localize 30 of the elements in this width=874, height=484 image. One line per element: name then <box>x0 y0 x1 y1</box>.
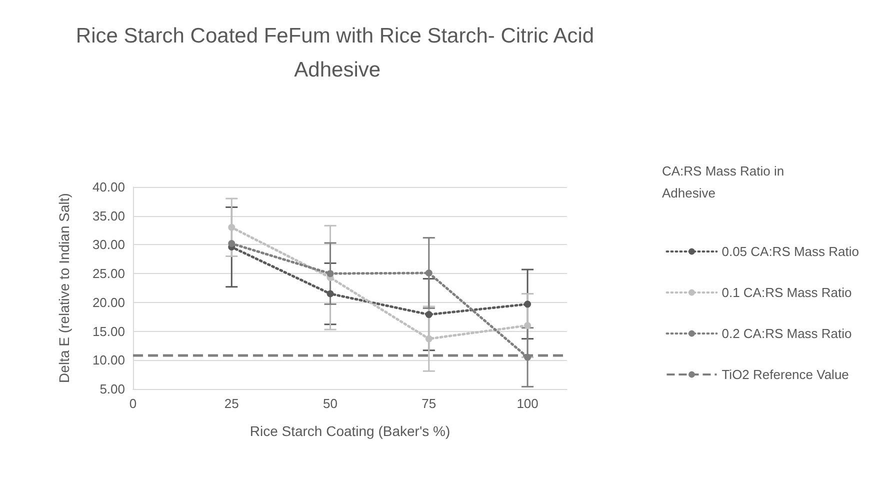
legend-title: CA:RS Mass Ratio in Adhesive <box>662 164 788 200</box>
point <box>524 322 532 330</box>
point <box>326 270 334 278</box>
x-tick-label: 75 <box>422 396 436 411</box>
x-tick-label: 0 <box>129 396 137 411</box>
y-tick-label: 25.00 <box>92 266 125 282</box>
point <box>524 300 532 308</box>
y-axis-title: Delta E (relative to Indian Salt) <box>56 193 72 383</box>
point <box>228 240 236 248</box>
legend-label: 0.05 CA:RS Mass Ratio <box>722 244 860 259</box>
legend-label: 0.2 CA:RS Mass Ratio <box>722 326 852 341</box>
y-tick-label: 30.00 <box>92 237 125 252</box>
legend-label: 0.1 CA:RS Mass Ratio <box>722 285 852 300</box>
point <box>425 311 432 318</box>
y-tick-label: 5.00 <box>100 382 125 396</box>
x-tick-label: 50 <box>323 396 338 411</box>
point <box>425 269 432 276</box>
x-tick-label: 100 <box>516 396 538 411</box>
y-tick-label: 35.00 <box>92 208 125 224</box>
y-tick-label: 15.00 <box>92 324 125 339</box>
y-tick-label: 10.00 <box>92 352 125 368</box>
chart-title: Rice Starch Coated FeFum with Rice Starch- Citric Acid Adhesive <box>76 24 594 82</box>
y-tick-label: 20.00 <box>92 294 125 310</box>
x-tick-label: 25 <box>224 396 239 411</box>
point <box>326 290 334 298</box>
point <box>425 335 432 342</box>
x-axis-title: Rice Starch Coating (Baker's %) <box>250 423 450 439</box>
y-tick-label: 40.00 <box>92 180 125 194</box>
legend-label: TiO2 Reference Value <box>722 367 849 382</box>
point <box>228 224 236 231</box>
